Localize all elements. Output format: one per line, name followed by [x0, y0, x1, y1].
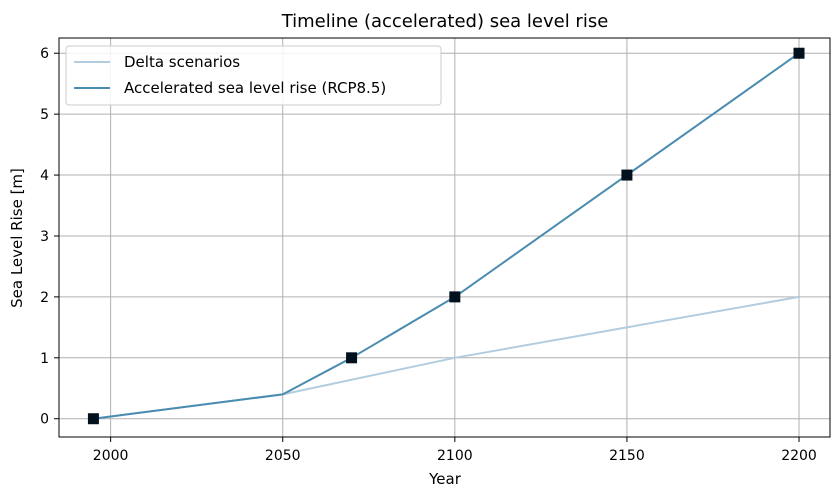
data-point-marker — [793, 47, 805, 59]
x-axis-label: Year — [428, 470, 462, 488]
data-markers — [87, 47, 805, 425]
x-tick-label: 2050 — [265, 448, 301, 464]
y-tick-label: 3 — [40, 229, 49, 245]
x-tick-label: 2000 — [93, 448, 129, 464]
x-tick-label: 2150 — [609, 448, 645, 464]
plot-frame — [58, 37, 831, 438]
y-tick-label: 6 — [40, 46, 49, 62]
x-tick-label: 2100 — [437, 448, 473, 464]
y-tick-label: 4 — [40, 168, 49, 184]
y-tick-label: 5 — [40, 107, 49, 123]
legend-box — [65, 45, 442, 106]
data-point-marker — [621, 169, 633, 181]
y-axis-ticks: 0 1 2 3 4 5 6 — [40, 46, 59, 428]
chart-title: Timeline (accelerated) sea level rise — [281, 11, 609, 32]
data-point-marker — [346, 352, 358, 364]
legend-label: Accelerated sea level rise (RCP8.5) — [124, 79, 386, 97]
y-tick-label: 2 — [40, 290, 49, 306]
series-line — [93, 52, 800, 420]
data-point-marker — [87, 413, 99, 425]
y-axis-label: Sea Level Rise [m] — [8, 168, 26, 308]
legend: Delta scenarios Accelerated sea level ris… — [65, 45, 442, 106]
x-axis-ticks: 2000 2050 2100 2150 2200 — [93, 437, 817, 464]
legend-label: Delta scenarios — [124, 53, 240, 71]
series-lines — [93, 52, 800, 420]
x-tick-label: 2200 — [781, 448, 817, 464]
y-tick-label: 1 — [40, 351, 49, 367]
data-point-marker — [449, 291, 461, 303]
y-tick-label: 0 — [40, 412, 49, 428]
